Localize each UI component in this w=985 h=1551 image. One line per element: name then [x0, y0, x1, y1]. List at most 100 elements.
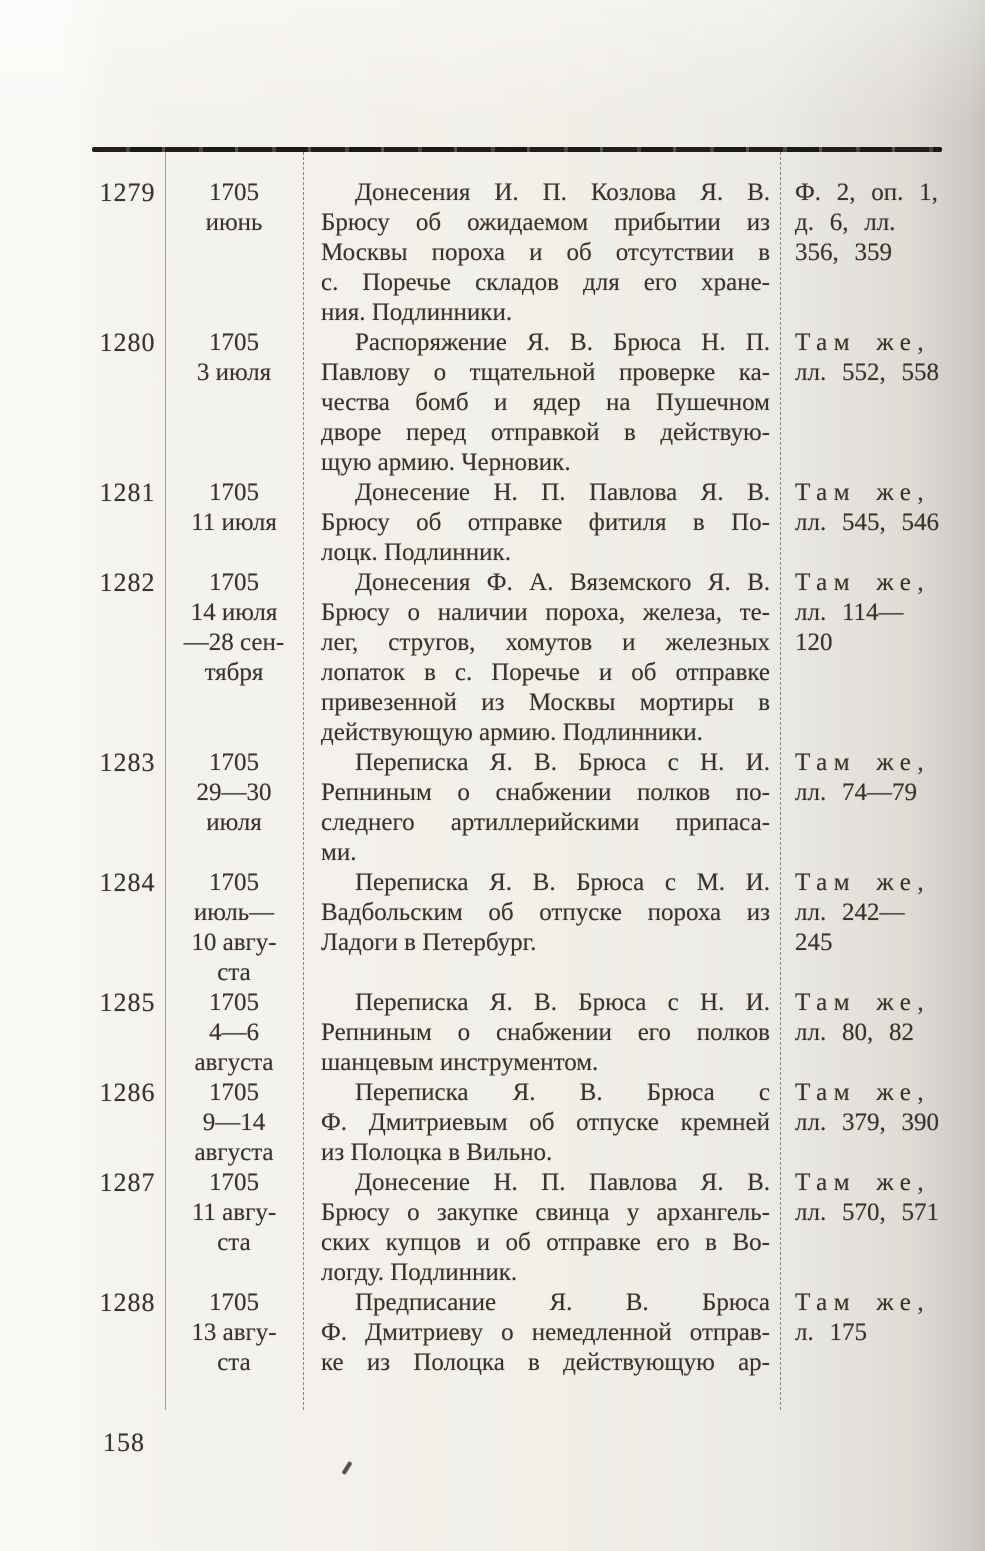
description-line: Переписка Я. В. Брюса с М. И.: [355, 869, 770, 896]
description-line: ния. Подлинники.: [321, 299, 513, 326]
reference-line: Там же,: [795, 869, 931, 896]
description-line: щую армию. Черновик.: [321, 449, 571, 476]
date-line: 9—14: [202, 1109, 266, 1136]
column-divider-date-description: [303, 152, 304, 1410]
description-line: следнего артиллерийскими припаса-: [321, 809, 770, 836]
entry-reference: Там же, л. 175: [780, 1288, 940, 1348]
entry-date: 1705 13 авгу-ста: [165, 1288, 303, 1378]
entry-date: 1705 июнь: [165, 178, 303, 238]
table-row: 1282 1705 14 июля —28 сен-тября Донесения Ф.…: [90, 568, 940, 748]
table-top-rule: [92, 147, 942, 152]
date-line: 13 авгу-: [191, 1319, 277, 1346]
description-line: Брюсу о закупке свинца у архангель-: [321, 1199, 770, 1226]
description-line: Ладоги в Петербург.: [321, 929, 537, 956]
entry-number: 1281: [99, 478, 156, 507]
date-line: 1705: [209, 179, 259, 206]
description-line: Донесения Ф. А. Вяземского Я. В.: [355, 569, 770, 596]
reference-line: Там же,: [795, 1079, 931, 1106]
reference-line: лл. 545, 546: [795, 509, 939, 536]
date-line: —28 сен-: [183, 629, 285, 656]
entry-description: Донесения Ф. А. Вяземского Я. В. Брюсу о …: [303, 568, 780, 748]
date-line: ста: [217, 1349, 251, 1376]
date-line: июнь: [205, 209, 263, 236]
entry-date: 1705 4—6 августа: [165, 988, 303, 1078]
reference-line: Ф. 2, оп. 1,: [795, 179, 938, 206]
description-line: дворе перед отправкой в действую-: [321, 419, 770, 446]
date-line: ста: [217, 959, 251, 986]
date-line: ста: [217, 1229, 251, 1256]
column-divider-description-reference: [780, 152, 781, 1410]
column-divider-number-date: [165, 152, 166, 1410]
entry-date: 1705 29—30 июля: [165, 748, 303, 838]
description-line: Переписка Я. В. Брюса с Н. И.: [355, 749, 770, 776]
entry-description: Донесение Н. П. Павлова Я. В. Брюсу об от…: [303, 478, 780, 568]
date-line: 1705: [209, 989, 259, 1016]
date-line: 11 авгу-: [191, 1199, 277, 1226]
description-line: шанцевым инструментом.: [321, 1049, 599, 1076]
entry-date: 1705 11 июля: [165, 478, 303, 538]
reference-line: д. 6, лл.: [795, 209, 896, 236]
description-line: Переписка Я. В. Брюса с: [355, 1079, 770, 1106]
entry-reference: Там же, лл. 242— 245: [780, 868, 940, 958]
date-line: августа: [194, 1049, 274, 1076]
date-line: 1705: [209, 329, 259, 356]
date-line: 1705: [209, 1169, 259, 1196]
reference-line: Там же,: [795, 989, 931, 1016]
description-line: Репниным о снабжении его полков: [321, 1019, 770, 1046]
entry-number: 1284: [99, 868, 156, 897]
description-line: Предписание Я. В. Брюса: [355, 1289, 770, 1316]
entry-number: 1280: [99, 328, 156, 357]
description-line: Вадбольским об отпуске пороха из: [321, 899, 770, 926]
date-line: 10 авгу-: [191, 929, 277, 956]
reference-line: 120: [795, 629, 833, 656]
entry-reference: Там же, лл. 74—79: [780, 748, 940, 808]
entry-reference: Там же, лл. 570, 571: [780, 1168, 940, 1228]
reference-line: л. 175: [795, 1319, 867, 1346]
description-line: Донесения И. П. Козлова Я. В.: [355, 179, 770, 206]
entry-number: 1285: [99, 988, 156, 1017]
reference-line: 356, 359: [795, 239, 892, 266]
reference-line: Там же,: [795, 1289, 931, 1316]
table-row: 1288 1705 13 авгу-ста Предписание Я. В. Брю…: [90, 1288, 940, 1378]
entry-description: Переписка Я. В. Брюса с М. И. Вадбольским…: [303, 868, 780, 958]
entry-date: 1705 14 июля —28 сен-тября: [165, 568, 303, 688]
date-line: 1705: [209, 749, 259, 776]
date-line: 3 июля: [196, 359, 272, 386]
entry-number: 1286: [99, 1078, 156, 1107]
entry-reference: Там же, лл. 114— 120: [780, 568, 940, 658]
description-line: Ф. Дмитриеву о немедленной отправ-: [321, 1319, 770, 1346]
description-line: Распоряжение Я. В. Брюса Н. П.: [355, 329, 770, 356]
entry-description: Донесение Н. П. Павлова Я. В. Брюсу о зак…: [303, 1168, 780, 1288]
entry-reference: Там же, лл. 80, 82: [780, 988, 940, 1048]
description-line: ми.: [321, 839, 357, 866]
entry-number: 1283: [99, 748, 156, 777]
date-line: тября: [204, 659, 264, 686]
description-line: Донесение Н. П. Павлова Я. В.: [355, 1169, 770, 1196]
reference-line: Там же,: [795, 749, 931, 776]
scan-artifact-mark: [341, 1461, 353, 1475]
description-line: с. Поречье складов для его хране-: [321, 269, 770, 296]
entry-description: Донесения И. П. Козлова Я. В. Брюсу об ож…: [303, 178, 780, 328]
reference-line: лл. 379, 390: [795, 1109, 939, 1136]
entry-number: 1282: [99, 568, 156, 597]
description-line: логду. Подлинник.: [321, 1259, 518, 1286]
entry-description: Предписание Я. В. Брюса Ф. Дмитриеву о не…: [303, 1288, 780, 1378]
reference-line: лл. 552, 558: [795, 359, 939, 386]
entry-reference: Ф. 2, оп. 1, д. 6, лл. 356, 359: [780, 178, 940, 268]
reference-line: лл. 242—: [795, 899, 905, 926]
reference-line: лл. 80, 82: [795, 1019, 914, 1046]
date-line: июля: [206, 809, 262, 836]
entry-description: Распоряжение Я. В. Брюса Н. П. Павлову о …: [303, 328, 780, 478]
entry-number: 1287: [99, 1168, 156, 1197]
date-line: 1705: [209, 869, 259, 896]
entry-description: Переписка Я. В. Брюса с Н. И. Репниным о …: [303, 748, 780, 868]
date-line: 14 июля: [190, 599, 278, 626]
description-line: лег, стругов, хомутов и железных: [321, 629, 770, 656]
description-line: ке из Полоцка в действующую ар-: [321, 1349, 770, 1376]
table-row: 1285 1705 4—6 августа Переписка Я. В. Брюса …: [90, 988, 940, 1078]
reference-line: Там же,: [795, 1169, 931, 1196]
reference-line: Там же,: [795, 329, 931, 356]
description-line: Переписка Я. В. Брюса с Н. И.: [355, 989, 770, 1016]
description-line: ских купцов и об отправке его в Во-: [321, 1229, 770, 1256]
